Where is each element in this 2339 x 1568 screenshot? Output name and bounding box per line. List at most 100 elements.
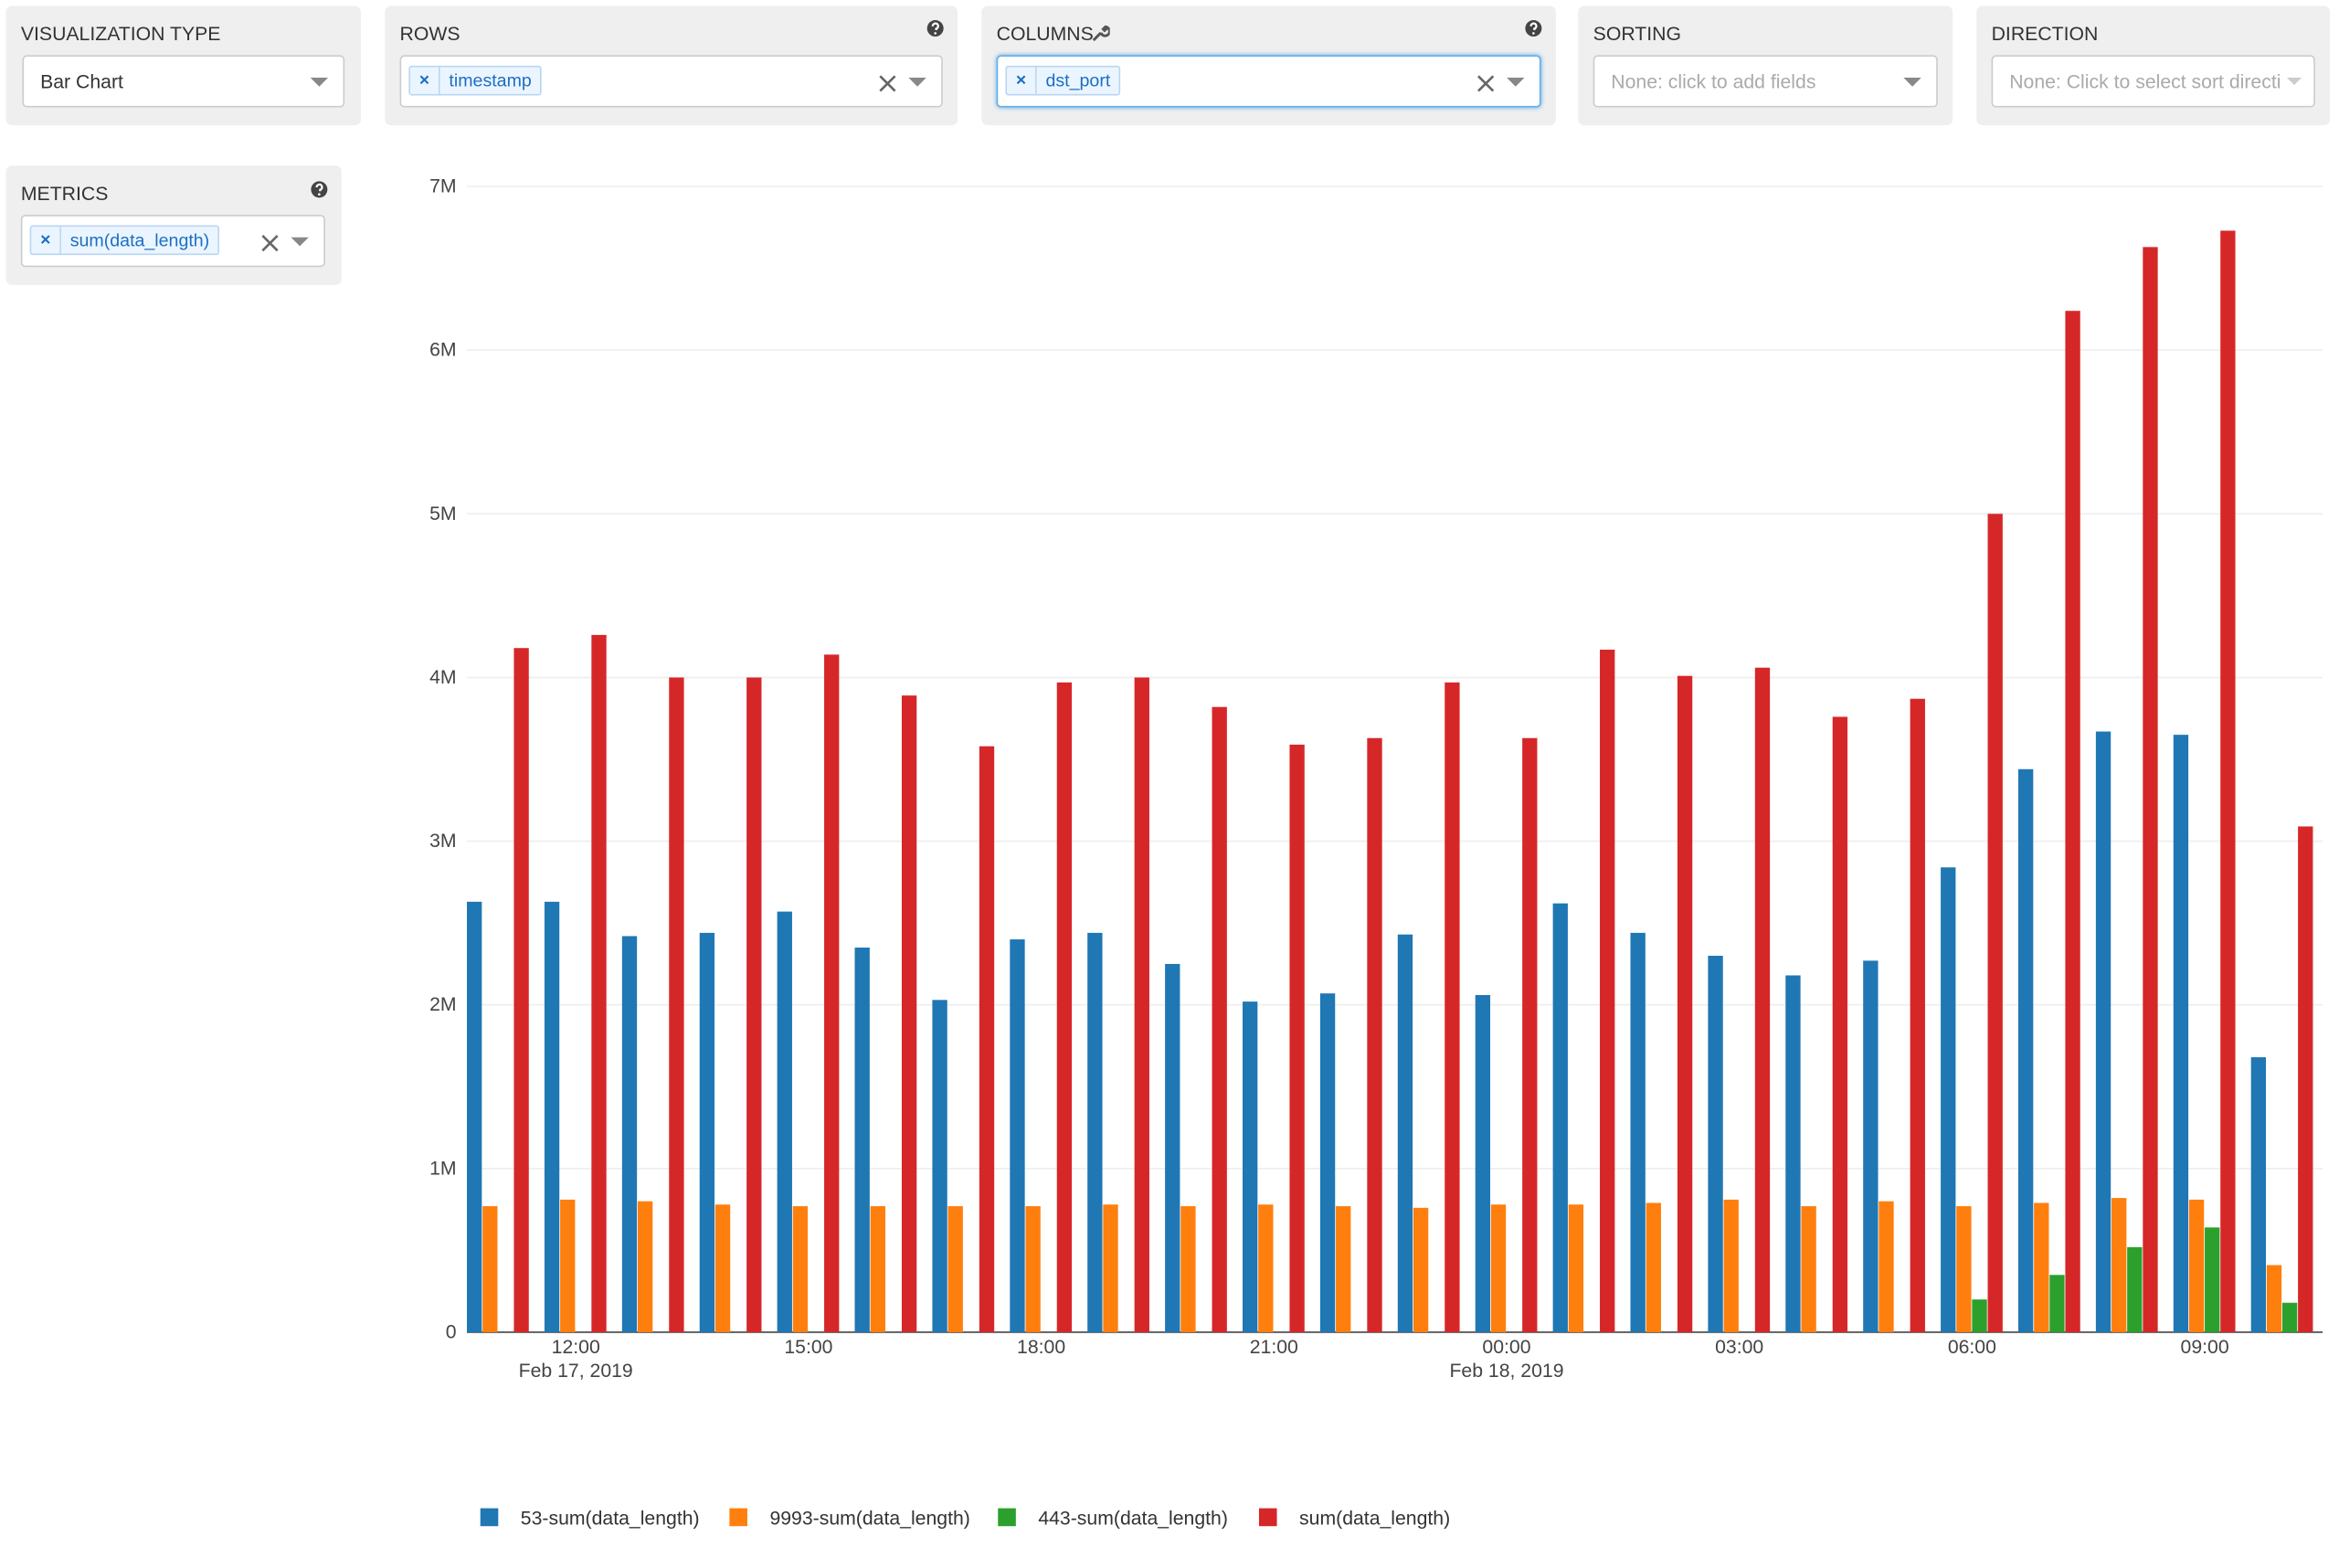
- bar: [637, 1201, 653, 1332]
- help-icon[interactable]: [1525, 19, 1543, 37]
- bar: [2065, 311, 2080, 1332]
- bar: [560, 1199, 576, 1332]
- bar: [1568, 1204, 1584, 1332]
- bar: [2127, 1246, 2143, 1332]
- caret: [1903, 77, 1921, 87]
- select[interactable]: None: click to add fields: [1593, 55, 1938, 108]
- bar: [1910, 698, 1925, 1332]
- bar: [1863, 960, 1879, 1332]
- bar: [1289, 744, 1305, 1332]
- tag-remove[interactable]: [1007, 67, 1037, 94]
- y-tick-label: 6M: [429, 340, 456, 361]
- tag-remove[interactable]: [31, 227, 61, 254]
- bar: [2143, 247, 2158, 1332]
- y-tick-label: 0: [446, 1321, 457, 1342]
- bar: [1103, 1204, 1118, 1332]
- control-panel: SORTING None: click to add fields: [1578, 5, 1953, 126]
- bar: [1397, 934, 1413, 1332]
- placeholder: None: click to add fields: [1611, 69, 1816, 93]
- tag-text: sum(data_length): [69, 229, 210, 251]
- clear-icon[interactable]: [1476, 75, 1495, 93]
- select[interactable]: sum(data_length): [20, 215, 325, 268]
- legend-swatch: [1258, 1508, 1277, 1527]
- bar: [1522, 737, 1538, 1332]
- bar: [1630, 932, 1646, 1332]
- bar: [669, 677, 684, 1332]
- bar: [1490, 1204, 1507, 1332]
- bar: [1600, 650, 1615, 1332]
- caret: [908, 77, 926, 87]
- tag-text: dst_port: [1045, 69, 1111, 91]
- bar: [979, 746, 995, 1332]
- legend-swatch: [729, 1508, 747, 1527]
- bar: [870, 1206, 885, 1332]
- select-value: Bar Chart: [40, 69, 123, 93]
- bar: [1552, 903, 1568, 1332]
- bar: [1801, 1206, 1816, 1332]
- bar: [1708, 955, 1723, 1332]
- clear-icon[interactable]: [261, 234, 280, 252]
- bar: [1319, 993, 1336, 1332]
- control-label: DIRECTION: [1991, 22, 2099, 45]
- bar: [1785, 975, 1801, 1332]
- y-tick-label: 1M: [429, 1158, 456, 1179]
- legend-label: 443-sum(data_length): [1038, 1509, 1228, 1530]
- bar: [1941, 867, 1956, 1332]
- bar: [1056, 682, 1073, 1332]
- control-label: VISUALIZATION TYPE: [20, 22, 221, 45]
- bar: [792, 1206, 809, 1332]
- help-icon[interactable]: [926, 19, 945, 37]
- bar: [1723, 1199, 1739, 1332]
- control-panel: ROWS timestamp: [385, 5, 958, 126]
- bar: [544, 901, 560, 1332]
- bar: [1258, 1204, 1274, 1332]
- y-tick-label: 2M: [429, 994, 456, 1015]
- select[interactable]: None: Click to select sort directi: [1991, 55, 2315, 108]
- tag: timestamp: [408, 65, 543, 96]
- bar: [1413, 1207, 1429, 1332]
- wrench-icon[interactable]: [1090, 24, 1110, 43]
- clear-icon[interactable]: [879, 75, 897, 93]
- bar: [932, 1000, 947, 1332]
- x-tick-label: 03:00: [1715, 1337, 1763, 1358]
- select[interactable]: Bar Chart: [22, 55, 345, 108]
- y-tick-label: 5M: [429, 503, 456, 524]
- y-tick-label: 3M: [429, 831, 456, 852]
- bar: [1212, 706, 1227, 1332]
- bar: [1832, 716, 1848, 1332]
- tag: dst_port: [1005, 65, 1121, 96]
- tag-remove[interactable]: [410, 67, 440, 94]
- bar: [1336, 1206, 1351, 1332]
- bar: [591, 634, 607, 1332]
- bar: [1677, 675, 1693, 1332]
- legend-label: sum(data_length): [1299, 1509, 1450, 1530]
- bar: [2095, 731, 2111, 1332]
- select[interactable]: dst_port: [996, 55, 1541, 108]
- y-tick-label: 7M: [429, 176, 456, 197]
- bar: [482, 1206, 498, 1332]
- bar: [1475, 994, 1491, 1332]
- bar: [2220, 230, 2236, 1332]
- y-tick-label: 4M: [429, 667, 456, 688]
- bar: [1445, 682, 1460, 1332]
- bar: [2049, 1275, 2065, 1332]
- bar: [2281, 1302, 2298, 1332]
- bar: [824, 654, 840, 1332]
- bar: [1367, 737, 1382, 1332]
- help-icon[interactable]: [311, 181, 329, 199]
- control-label: ROWS: [399, 22, 460, 45]
- bar: [1879, 1201, 1894, 1332]
- caret: [291, 237, 309, 247]
- bar: [1165, 963, 1180, 1332]
- x-tick-label: 06:00: [1948, 1337, 1996, 1358]
- bar: [1646, 1202, 1661, 1332]
- x-tick-label: 15:00: [784, 1337, 832, 1358]
- bar: [621, 936, 638, 1332]
- bar: [467, 901, 482, 1332]
- x-tick-date: Feb 17, 2019: [519, 1361, 633, 1382]
- bar: [1180, 1206, 1196, 1332]
- bar: [1972, 1299, 1987, 1332]
- select[interactable]: timestamp: [399, 55, 943, 108]
